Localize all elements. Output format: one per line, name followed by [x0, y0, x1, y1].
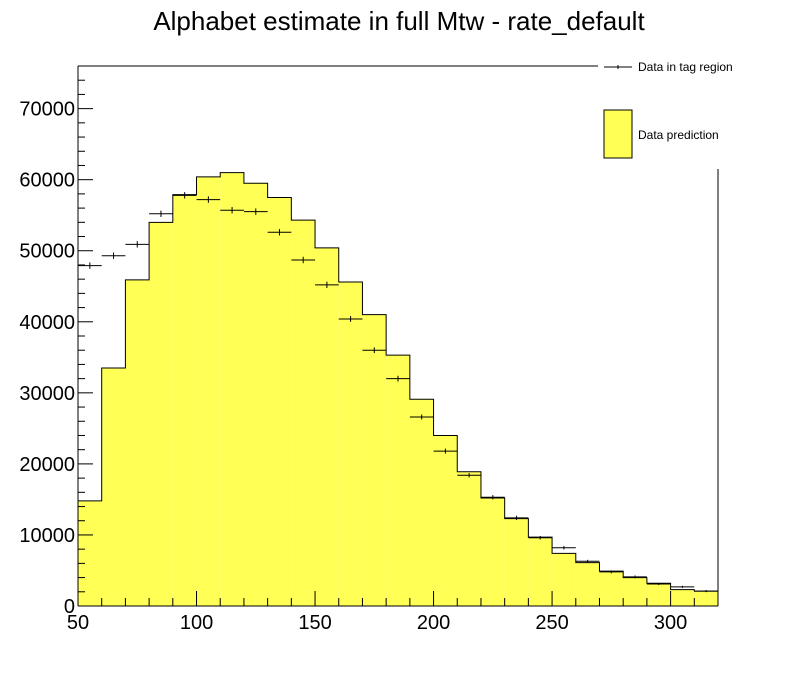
data-point — [670, 585, 695, 588]
y-tick-label: 50000 — [19, 241, 75, 263]
chart-title: Alphabet estimate in full Mtw - rate_def… — [153, 6, 645, 36]
axes-layer: 0 10000 20000 30000 40000 50000 60000 70000 50 10… — [19, 65, 719, 634]
x-tick-label: 200 — [417, 612, 450, 634]
data-points-layer — [78, 192, 718, 593]
histogram-bar — [694, 591, 718, 606]
legend-entry-data-prediction: Data prediction — [603, 109, 719, 159]
histogram-bar — [149, 222, 173, 606]
histogram-bar — [670, 589, 695, 606]
histogram-bar — [386, 355, 410, 606]
y-tick-label: 10000 — [19, 525, 75, 547]
x-tick-label: 150 — [298, 612, 331, 634]
y-tick-label: 60000 — [19, 170, 75, 192]
histogram-outline — [77, 172, 719, 606]
legend-swatch — [603, 109, 633, 159]
data-point — [552, 545, 576, 550]
histogram-bar — [528, 537, 553, 606]
histogram-bar — [623, 577, 647, 606]
data-point — [528, 536, 553, 540]
data-point — [172, 192, 197, 199]
y-tick-label: 20000 — [19, 454, 75, 476]
x-tick-label: 300 — [654, 612, 687, 634]
histogram-bar — [433, 435, 458, 606]
histogram-bar — [480, 498, 505, 606]
data-point — [196, 196, 221, 203]
histogram-bar — [457, 471, 481, 606]
data-point — [220, 207, 244, 214]
histogram-bar — [504, 518, 529, 606]
data-point — [315, 281, 339, 289]
histogram-layer — [77, 172, 719, 607]
y-tick-label: 70000 — [19, 99, 75, 121]
data-point — [694, 590, 718, 593]
data-point — [480, 495, 505, 500]
data-point — [243, 208, 268, 215]
data-point — [457, 473, 481, 478]
histogram-bar — [575, 562, 600, 606]
data-point — [338, 316, 363, 322]
legend-label: Data in tag region — [638, 60, 733, 74]
legend: Data in tag region Data prediction — [603, 60, 733, 159]
histogram-bar — [291, 220, 316, 606]
histogram-bar — [243, 183, 268, 606]
data-point — [78, 262, 102, 269]
histogram-bar — [220, 172, 244, 606]
data-point — [267, 229, 292, 236]
data-point — [433, 448, 458, 454]
data-point — [386, 375, 410, 382]
data-point — [101, 252, 126, 259]
histogram-bar — [172, 194, 197, 606]
histogram-bar — [409, 399, 434, 606]
histogram-bar — [552, 553, 576, 606]
data-point — [291, 256, 316, 264]
x-tick-label: 50 — [67, 612, 89, 634]
data-point — [623, 575, 647, 579]
data-point — [149, 210, 173, 217]
histogram-bar — [125, 279, 150, 606]
histogram-bar — [362, 314, 387, 606]
histogram-bar — [78, 500, 102, 606]
x-tick-label: 100 — [180, 612, 213, 634]
histogram-bar — [338, 282, 363, 606]
data-point — [504, 515, 529, 521]
histogram-bar — [646, 583, 671, 606]
histogram-bar — [599, 571, 624, 606]
histogram-bar — [315, 247, 339, 607]
legend-label: Data prediction — [638, 128, 719, 142]
histogram-bar — [101, 367, 126, 606]
y-tick-label: 0 — [64, 596, 75, 618]
histogram-bar — [196, 176, 221, 606]
data-point — [362, 347, 387, 354]
legend-entry-data-in-tag-region: Data in tag region — [604, 60, 733, 74]
y-tick-label: 30000 — [19, 383, 75, 405]
x-tick-label: 250 — [535, 612, 568, 634]
data-point — [646, 582, 671, 586]
data-point — [125, 241, 150, 248]
data-point — [599, 570, 624, 574]
y-tick-label: 40000 — [19, 312, 75, 334]
histogram-bar — [267, 197, 292, 606]
data-point — [409, 414, 434, 420]
data-point — [575, 559, 600, 563]
